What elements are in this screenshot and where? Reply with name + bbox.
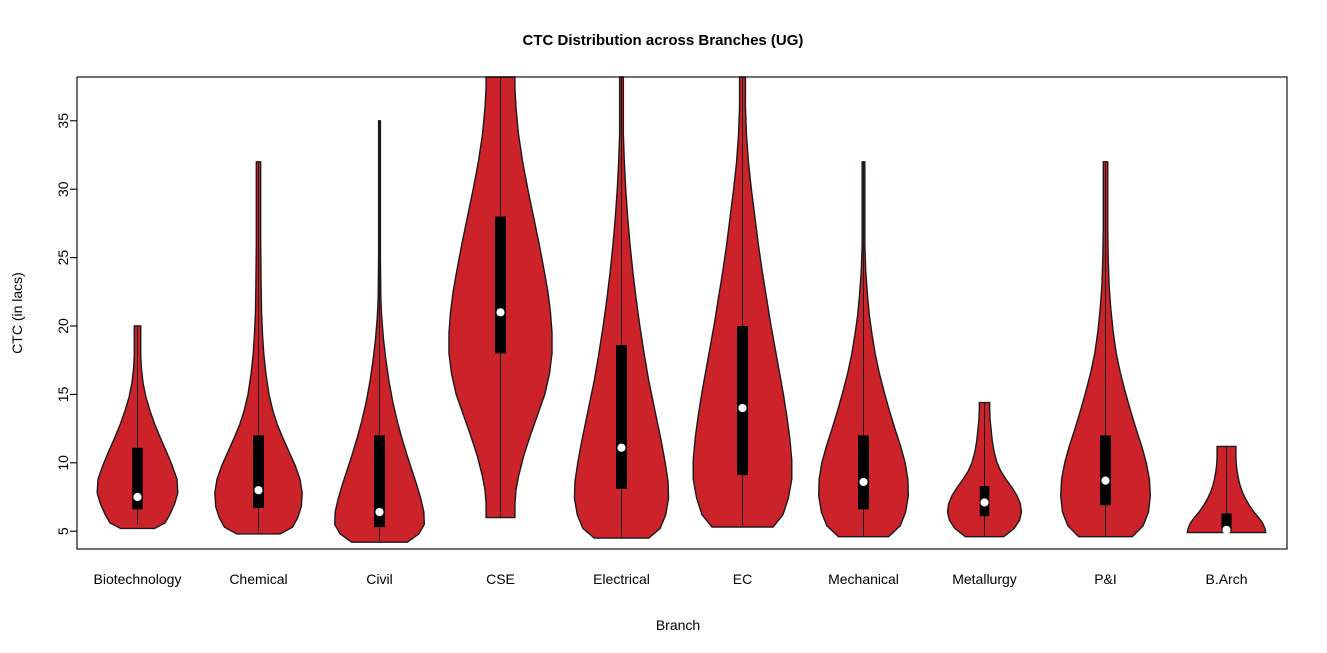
- median-marker: [1222, 525, 1231, 534]
- iqr-box: [737, 325, 748, 476]
- x-axis-category-label: Civil: [366, 571, 392, 587]
- median-marker: [496, 308, 505, 317]
- violin-p-i: [1059, 161, 1152, 538]
- median-marker: [980, 498, 989, 507]
- iqr-box: [495, 216, 506, 354]
- iqr-box: [132, 447, 143, 510]
- x-axis-category-label: Metallurgy: [952, 571, 1017, 587]
- x-axis-category-label: EC: [733, 571, 752, 587]
- y-tick-label: 10: [55, 455, 71, 471]
- median-marker: [375, 507, 384, 517]
- iqr-box: [616, 345, 627, 489]
- y-tick-label: 25: [55, 250, 71, 266]
- y-tick-label: 20: [55, 318, 71, 334]
- y-tick-label: 5: [55, 527, 71, 535]
- median-marker: [254, 486, 263, 495]
- violin-civil: [333, 120, 426, 543]
- median-marker: [1101, 476, 1110, 485]
- y-axis-ticks: 5 10 15 20 25 30 35: [55, 113, 77, 535]
- y-tick-label: 35: [55, 113, 71, 129]
- violin-chemical: [214, 161, 303, 535]
- x-axis-category-label: B.Arch: [1205, 571, 1247, 587]
- chart-title: CTC Distribution across Branches (UG): [523, 32, 804, 49]
- x-axis-title: Branch: [656, 617, 700, 633]
- violin-biotechnology: [96, 325, 179, 530]
- median-marker: [738, 403, 747, 413]
- violin-metallurgy: [946, 401, 1023, 538]
- x-axis-category-label: Biotechnology: [94, 571, 182, 587]
- y-tick-label: 15: [55, 386, 71, 402]
- iqr-box: [374, 435, 385, 528]
- median-marker: [859, 477, 868, 487]
- x-axis-category-label: Electrical: [593, 571, 650, 587]
- violin-b-arch: [1186, 445, 1267, 534]
- y-tick-label: 30: [55, 181, 71, 197]
- median-marker: [133, 492, 142, 502]
- iqr-box: [858, 435, 869, 510]
- x-axis-category-label: CSE: [486, 571, 515, 587]
- median-marker: [617, 443, 626, 452]
- iqr-box: [1100, 435, 1111, 506]
- violin-series-group: [96, 76, 1267, 543]
- x-axis-category-labels: Biotechnology Chemical Civil CSE Electrical E…: [94, 571, 1248, 587]
- x-axis-category-label: Mechanical: [828, 571, 899, 587]
- x-axis-category-label: Chemical: [229, 571, 287, 587]
- plot-frame-box: [76, 76, 1288, 550]
- x-axis-category-label: P&I: [1094, 571, 1117, 587]
- y-axis-title: CTC (in lacs): [9, 272, 25, 354]
- iqr-box: [253, 435, 264, 508]
- violin-mechanical: [817, 161, 910, 538]
- iqr-box: [1221, 513, 1232, 532]
